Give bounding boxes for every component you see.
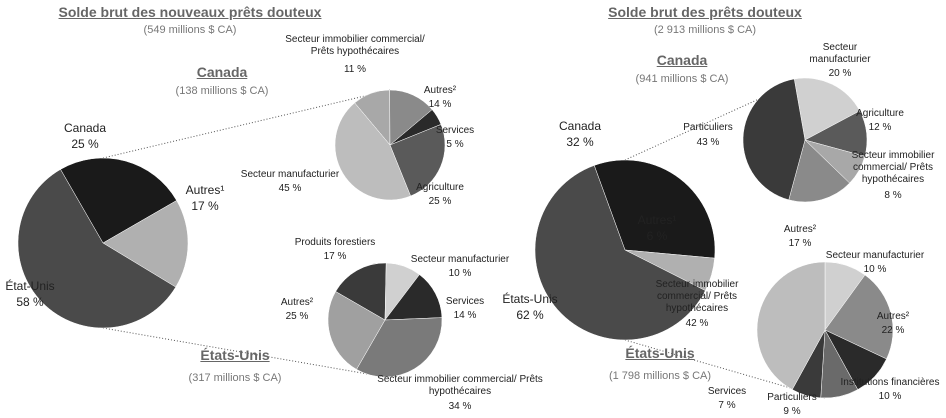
value-label: 12 % (868, 122, 892, 133)
pie-slice (102, 200, 189, 288)
pie-slice (389, 124, 446, 197)
slice-label: Secteur immobilier commercial/ Prêts hyp… (851, 150, 935, 185)
value-label: 43 % (696, 137, 720, 148)
slice-label: Particuliers (683, 122, 733, 133)
value-label: 25 % (71, 137, 99, 151)
value-label: 7 % (718, 400, 736, 411)
slice-label: Secteur manufacturier (410, 254, 510, 265)
chart-subtitle: (941 millions $ CA) (635, 73, 729, 85)
slice-label: Secteur immobilier commercial/ Prêts hyp… (377, 374, 543, 397)
slice-label: Produits forestiers (294, 237, 376, 248)
chart-subtitle: (549 millions $ CA) (143, 24, 237, 36)
slice-label: Secteur immobilier commercial/ Prêts hyp… (655, 279, 739, 314)
chart-title: États-Unis (200, 347, 270, 363)
value-label: 17 % (191, 199, 219, 213)
pie-slice (327, 291, 386, 370)
pie-slice (756, 261, 826, 390)
pie-slice (60, 157, 177, 244)
value-label: 14 % (453, 310, 477, 321)
value-label: 25 % (428, 196, 452, 207)
chart-subtitle: (2 913 millions $ CA) (653, 24, 757, 36)
chart-subtitle: (138 millions $ CA) (175, 85, 269, 97)
slice-label: Autres¹ (185, 183, 225, 197)
slice-label: Institutions financières (840, 377, 940, 388)
slice-label: Secteur manufacturier (825, 250, 925, 261)
pie-slice (788, 139, 850, 203)
slice-label: Agriculture (856, 108, 904, 119)
slice-label: Secteur manufacturier (809, 42, 871, 65)
slice-label: Canada (558, 119, 602, 133)
value-label: 8 % (884, 190, 902, 201)
value-label: 25 % (285, 311, 309, 322)
value-label: 9 % (783, 406, 801, 417)
value-label: 10 % (878, 391, 902, 402)
value-label: 14 % (428, 99, 452, 110)
pie-slice (17, 169, 177, 329)
slice-label: Autres² (280, 297, 314, 308)
value-label: 6 % (646, 229, 668, 243)
value-label: 42 % (685, 318, 709, 329)
slice-label: Autres¹ (637, 213, 677, 227)
value-label: 10 % (448, 268, 472, 279)
chart-subtitle: (1 798 millions $ CA) (608, 370, 712, 382)
value-label: 11 % (343, 64, 367, 75)
value-label: 62 % (516, 308, 544, 322)
chart-title: Solde brut des nouveaux prêts douteux (58, 4, 322, 20)
slice-label: Agriculture (416, 182, 464, 193)
value-label: 20 % (828, 68, 852, 79)
value-label: 5 % (446, 139, 464, 150)
value-label: 10 % (863, 264, 887, 275)
slice-label: État-Unis (5, 279, 55, 293)
pie-slice (334, 102, 411, 201)
value-label: 17 % (323, 251, 347, 262)
slice-label: États-Unis (502, 292, 558, 306)
value-label: 58 % (16, 295, 44, 309)
value-label: 32 % (566, 135, 594, 149)
connector (102, 89, 391, 159)
pie-slice (793, 77, 861, 141)
slice-label: Canada (63, 121, 107, 135)
chart-title: États-Unis (625, 345, 695, 361)
value-label: 22 % (881, 325, 905, 336)
slice-label: Autres² (423, 85, 457, 96)
value-label: 17 % (788, 238, 812, 249)
slice-label: Secteur immobilier commercial/ Prêts hyp… (285, 34, 425, 57)
pie-slice (742, 78, 806, 201)
chart-subtitle: (317 millions $ CA) (188, 372, 282, 384)
pie-slice (534, 165, 706, 341)
slice-label: Services (435, 125, 475, 136)
chart-title: Canada (196, 64, 248, 80)
slice-label: Autres² (876, 311, 910, 322)
slice-label: Services (445, 296, 485, 307)
chart-title: Solde brut des prêts douteux (608, 4, 802, 20)
slice-label: Autres² (783, 224, 817, 235)
slice-label: Particuliers (767, 392, 817, 403)
pie-slice (335, 262, 387, 321)
pie-slice (593, 159, 716, 259)
slice-label: Services (707, 386, 747, 397)
chart-title: Canada (656, 52, 708, 68)
value-label: 34 % (448, 401, 472, 412)
slice-label: Secteur manufacturier (240, 169, 340, 180)
value-label: 45 % (278, 183, 302, 194)
